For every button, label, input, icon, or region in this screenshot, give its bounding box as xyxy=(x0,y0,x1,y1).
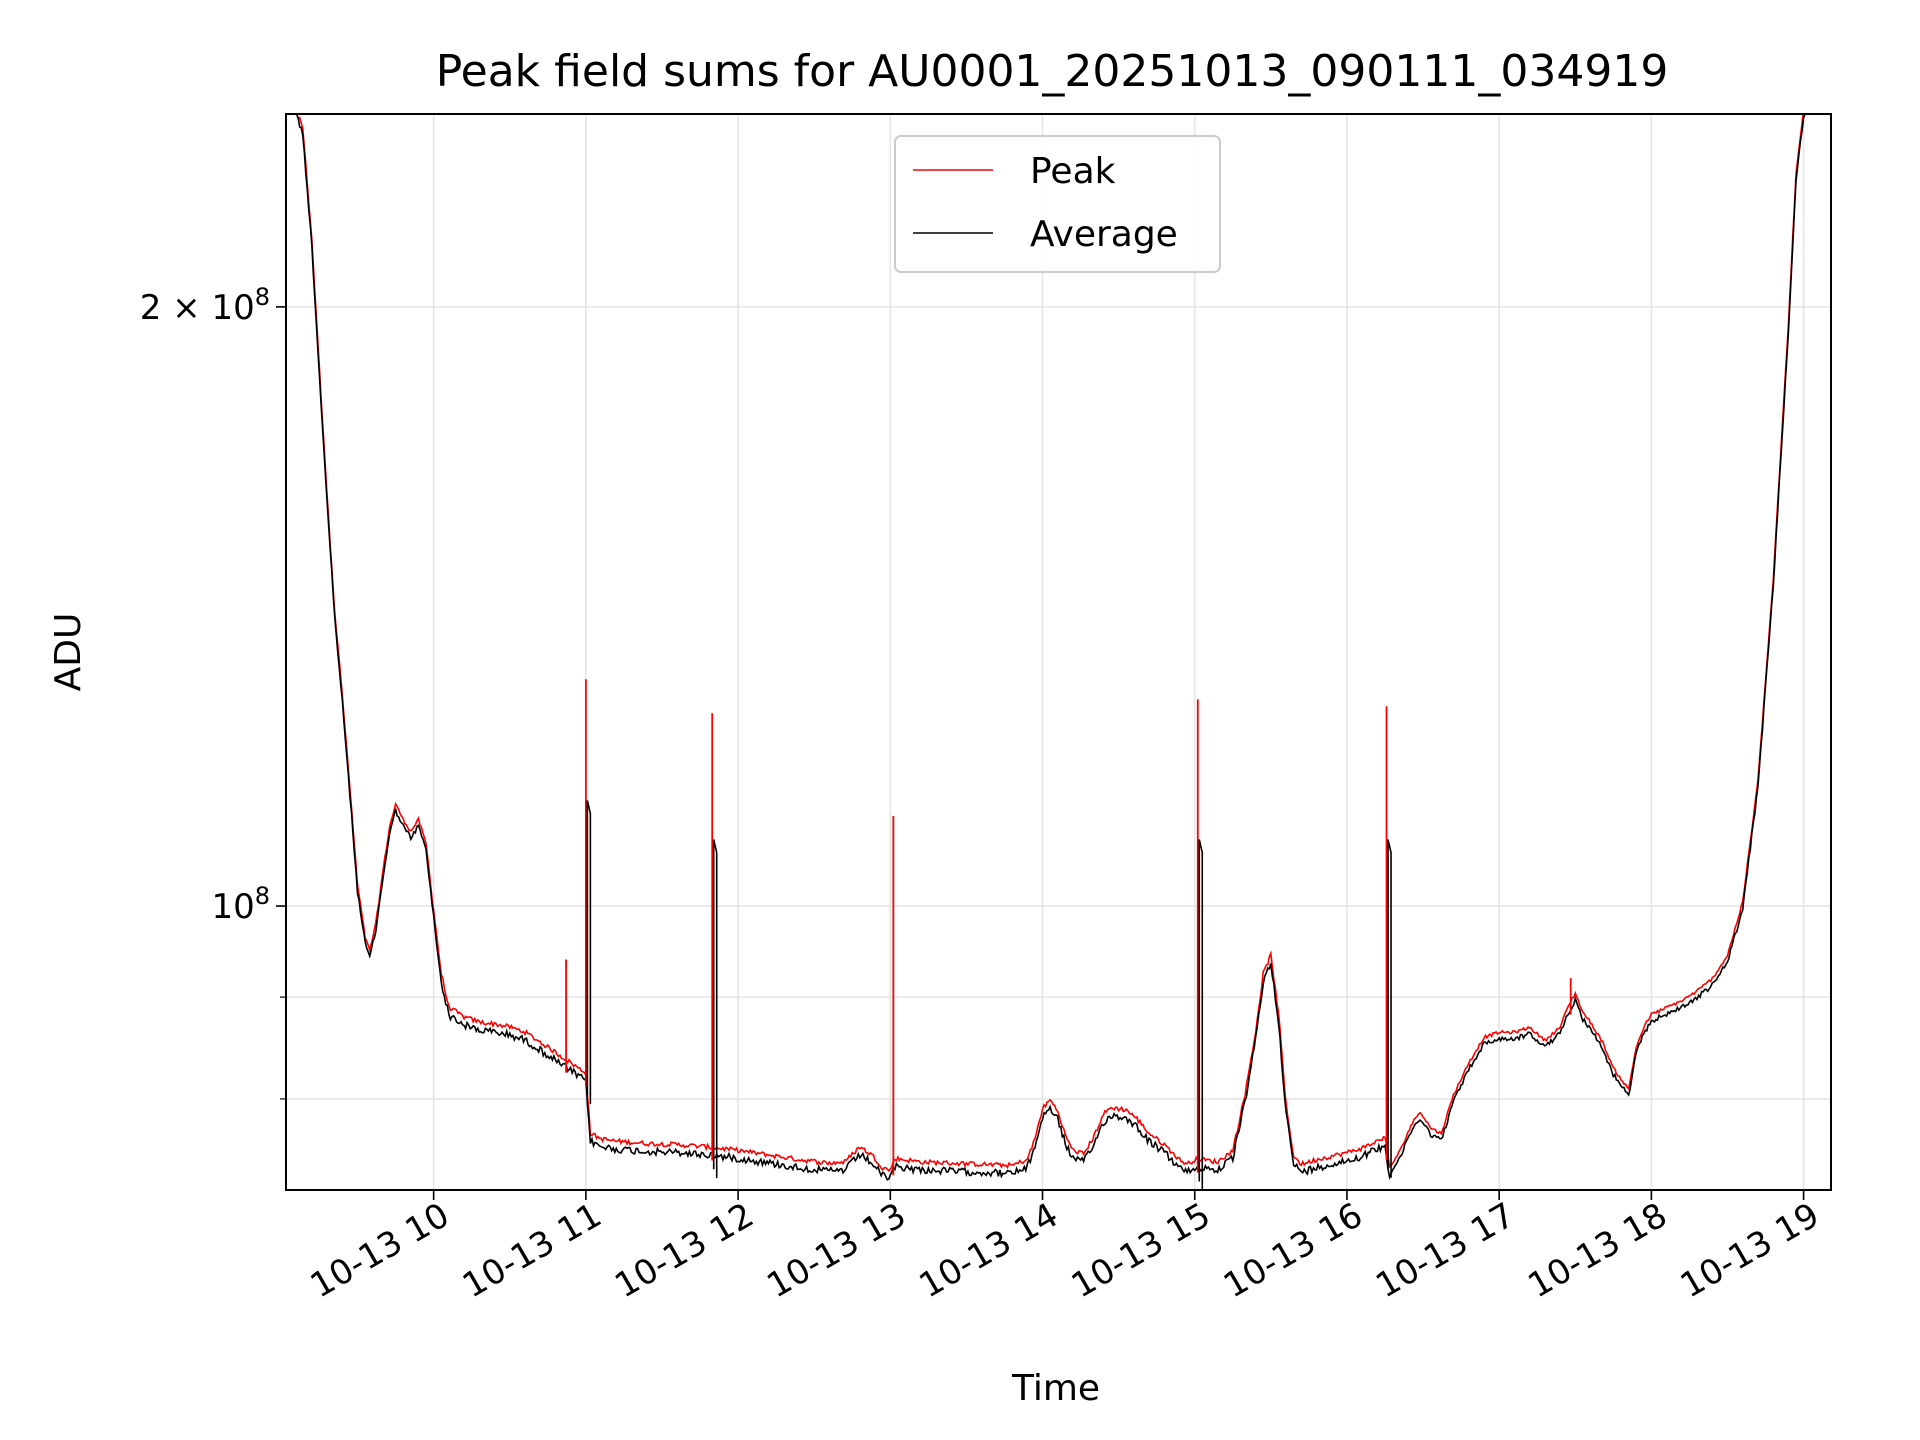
grid xyxy=(286,114,1831,1190)
y-axis-label: ADU xyxy=(48,613,89,692)
average-series-line xyxy=(286,114,1831,1181)
legend-average-label: Average xyxy=(1030,214,1178,255)
y-tick-label-1: 2 × 108 xyxy=(140,283,270,328)
peak-spikes xyxy=(565,679,1572,1176)
plot-frame xyxy=(285,113,1832,1191)
average-spike-0 xyxy=(586,800,592,1104)
legend-peak-label: Peak xyxy=(1030,151,1116,192)
legend: Peak Average xyxy=(894,135,1221,273)
average-spike-3 xyxy=(1387,839,1392,1178)
average-spike-1 xyxy=(712,839,718,1179)
peak-series-line xyxy=(286,114,1831,1173)
x-axis-label: Time xyxy=(1011,1368,1100,1409)
chart-title: Peak field sums for AU0001_20251013_0901… xyxy=(436,46,1669,97)
average-spike-2 xyxy=(1198,839,1204,1190)
average-spikes xyxy=(586,800,1392,1190)
plot-area xyxy=(286,114,1831,1190)
